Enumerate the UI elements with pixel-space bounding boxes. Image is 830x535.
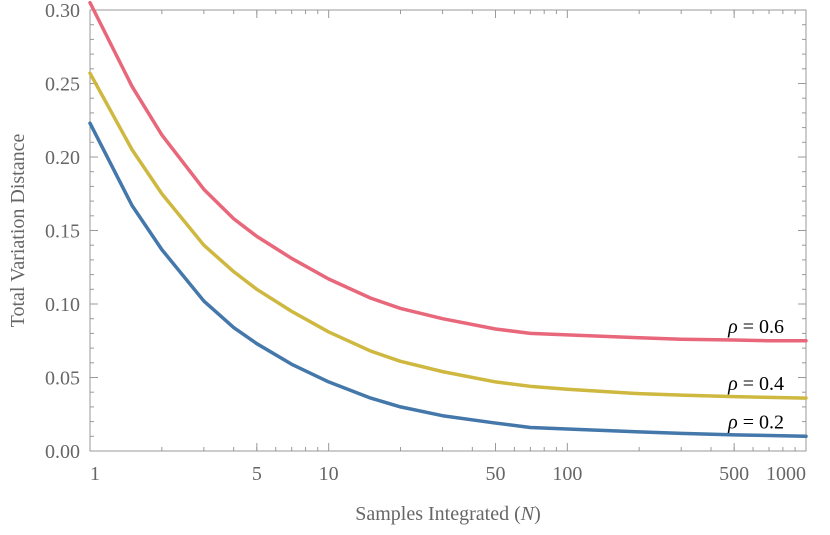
series-line-1	[88, 0, 808, 343]
y-tick-label: 0.30	[45, 0, 80, 22]
labels-layer: 1 5 10 50 100 500 1000 0.00 0.05 0.10 0.15 0.20 0.25…	[7, 0, 806, 525]
series-label-2: ρ = 0.4	[727, 373, 784, 395]
plot-frame-layer	[89, 9, 807, 452]
y-tick-label: 0.15	[45, 221, 80, 243]
x-tick-label: 500	[719, 463, 749, 485]
series-label-value: = 0.2	[738, 411, 784, 433]
series-label-3: ρ = 0.2	[727, 411, 784, 433]
x-tick-label: 100	[552, 463, 582, 485]
series-label-symbol: ρ	[727, 373, 738, 395]
series-label-1: ρ = 0.6	[727, 316, 784, 338]
series-label-symbol: ρ	[727, 411, 738, 433]
y-tick-label: 0.10	[45, 294, 80, 316]
x-tick-label: 1	[90, 463, 100, 485]
series-label-value: = 0.6	[738, 316, 784, 338]
tick-marks-layer	[89, 9, 807, 452]
series-line-3	[88, 121, 808, 439]
y-tick-label: 0.25	[45, 74, 80, 96]
x-tick-label: 50	[485, 463, 505, 485]
series-label-value: = 0.4	[738, 373, 784, 395]
x-tick-label: 5	[252, 463, 262, 485]
plot-frame	[89, 9, 807, 452]
series-label-symbol: ρ	[727, 316, 738, 338]
series-line-2	[88, 71, 808, 400]
x-axis-title: Samples Integrated (N)	[355, 503, 541, 525]
y-axis-title: Total Variation Distance	[7, 134, 29, 328]
x-tick-label: 10	[319, 463, 339, 485]
y-tick-label: 0.00	[45, 441, 80, 463]
y-tick-label: 0.20	[45, 147, 80, 169]
series-lines-layer	[88, 0, 808, 439]
x-tick-label: 1000	[766, 463, 806, 485]
y-tick-label: 0.05	[45, 368, 80, 390]
